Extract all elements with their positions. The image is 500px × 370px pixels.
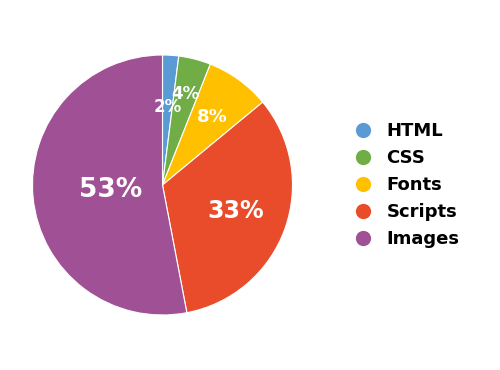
Text: 2%: 2%: [154, 98, 182, 116]
Text: 33%: 33%: [208, 199, 264, 223]
Text: 8%: 8%: [197, 108, 228, 126]
Wedge shape: [162, 102, 292, 313]
Text: 4%: 4%: [172, 85, 200, 103]
Text: 53%: 53%: [79, 177, 142, 203]
Wedge shape: [162, 56, 210, 185]
Wedge shape: [162, 64, 262, 185]
Wedge shape: [162, 55, 179, 185]
Wedge shape: [32, 55, 187, 315]
Legend: HTML, CSS, Fonts, Scripts, Images: HTML, CSS, Fonts, Scripts, Images: [340, 115, 466, 255]
